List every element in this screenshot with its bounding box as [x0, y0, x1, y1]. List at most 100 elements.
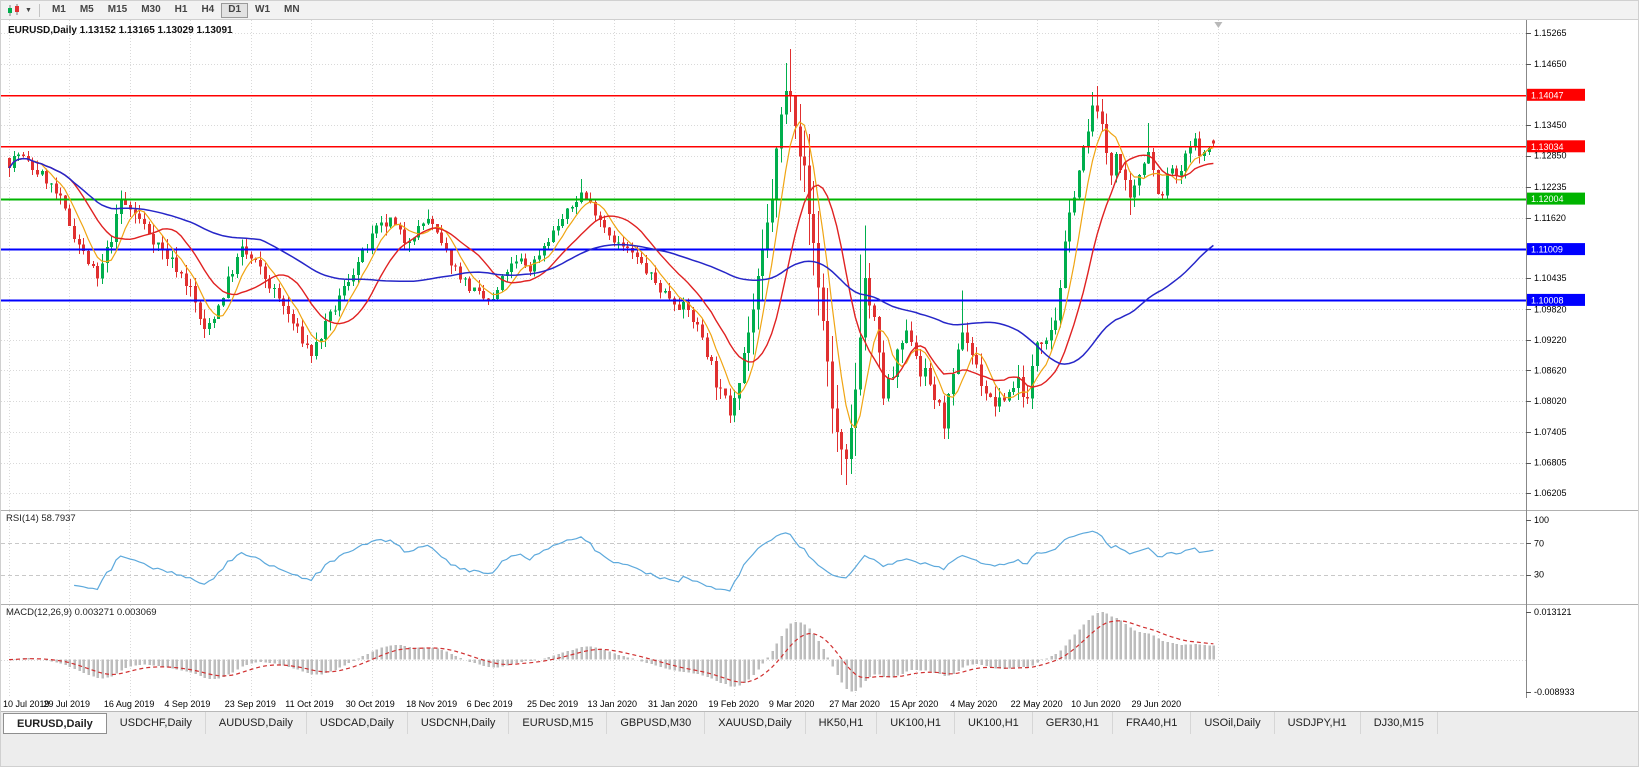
date-axis-label: 11 Oct 2019 — [285, 699, 334, 709]
date-axis-label: 9 Mar 2020 — [768, 699, 815, 709]
date-axis-label: 31 Jan 2020 — [647, 699, 698, 709]
chart-tab-xauusd-daily[interactable]: XAUUSD,Daily — [705, 712, 806, 734]
rsi-grid — [9, 511, 1219, 604]
timeframe-button-m1[interactable]: M1 — [45, 3, 73, 18]
date-axis-label: 16 Aug 2019 — [103, 699, 155, 709]
chart-tab-usoil-daily[interactable]: USOil,Daily — [1191, 712, 1275, 734]
price-tick-label: 1.15265 — [1534, 28, 1567, 38]
date-axis-label: 6 Dec 2019 — [466, 699, 513, 709]
rsi-line — [74, 530, 1214, 592]
chart-tab-usdcnh-daily[interactable]: USDCNH,Daily — [408, 712, 510, 734]
price-line-label: 1.11009 — [1531, 245, 1563, 255]
timeframe-button-m15[interactable]: M15 — [101, 3, 134, 18]
price-line-label: 1.12004 — [1531, 194, 1564, 204]
rsi-axis-label: 70 — [1534, 538, 1544, 548]
candles — [8, 49, 1215, 486]
candlestick-chart-icon[interactable] — [5, 3, 23, 18]
chart-tab-hk50-h1[interactable]: HK50,H1 — [806, 712, 878, 734]
date-axis-label: 25 Dec 2019 — [527, 699, 579, 709]
chart-tab-ger30-h1[interactable]: GER30,H1 — [1033, 712, 1113, 734]
timeframe-button-w1[interactable]: W1 — [248, 3, 277, 18]
timeframe-button-h1[interactable]: H1 — [168, 3, 195, 18]
date-axis-label: 10 Jun 2020 — [1071, 699, 1121, 709]
date-axis-label: 18 Nov 2019 — [406, 699, 458, 709]
price-axis[interactable]: 1.15265 1.14650 1.14047 1.13450 1.130341.128… — [1526, 20, 1585, 510]
chart-tab-eurusd-m15[interactable]: EURUSD,M15 — [509, 712, 608, 734]
timeframe-toolbar: ▼ M1 M5 M15 M30 H1 H4 D1 W1 MN — [1, 1, 1638, 20]
price-tick-label: 1.11620 — [1534, 213, 1566, 223]
date-axis-label: 4 Sep 2019 — [164, 699, 211, 709]
ma-mid-line — [8, 154, 1214, 388]
price-tick-label: 1.12850 — [1534, 151, 1567, 161]
chart-tab-dj30-m15[interactable]: DJ30,M15 — [1361, 712, 1438, 734]
price-tick-label: 1.06205 — [1534, 488, 1567, 498]
ma-slow-line — [8, 157, 1214, 365]
macd-grid — [1, 605, 1526, 698]
date-axis-label: 27 Mar 2020 — [829, 699, 880, 709]
rsi-panel-canvas[interactable]: 100 70 30 — [1, 510, 1639, 604]
price-line-label: 1.14047 — [1531, 90, 1564, 100]
timeframe-button-h4[interactable]: H4 — [194, 3, 221, 18]
rsi-indicator-label: RSI(14) 58.7937 — [6, 513, 76, 524]
price-tick-label: 1.14650 — [1534, 59, 1567, 69]
chart-tab-usdcad-daily[interactable]: USDCAD,Daily — [307, 712, 408, 734]
chart-tab-uk100-h1[interactable]: UK100,H1 — [955, 712, 1033, 734]
candlestick-chart-icon-glyph — [8, 3, 19, 16]
chart-tab-audusd-daily[interactable]: AUDUSD,Daily — [206, 712, 307, 734]
macd-axis[interactable]: 0.013121 -0.008933 — [1526, 604, 1575, 698]
price-line-label: 1.10008 — [1531, 295, 1564, 305]
timeframe-button-m5[interactable]: M5 — [73, 3, 101, 18]
price-tick-label: 1.08620 — [1534, 365, 1567, 375]
price-tick-label: 1.10435 — [1534, 273, 1567, 283]
date-axis-label: 10 Jul 2019 — [3, 699, 50, 709]
timeframe-button-group: M1 M5 M15 M30 H1 H4 D1 W1 MN — [45, 2, 307, 18]
rsi-level-lines — [1, 543, 1526, 576]
timeframe-button-mn[interactable]: MN — [277, 3, 307, 18]
date-axis-label: 15 Apr 2020 — [889, 699, 939, 709]
macd-axis-label: 0.013121 — [1534, 607, 1572, 617]
price-tick-label: 1.12235 — [1534, 182, 1567, 192]
macd-signal-line — [8, 620, 1214, 683]
timeframe-button-d1[interactable]: D1 — [221, 2, 249, 18]
chart-tab-eurusd-daily[interactable]: EURUSD,Daily — [3, 713, 107, 734]
ma-fast-line — [8, 121, 1214, 429]
macd-indicator-label: MACD(12,26,9) 0.003271 0.003069 — [6, 607, 157, 618]
date-axis-label: 23 Sep 2019 — [224, 699, 276, 709]
chart-tab-uk100-h1[interactable]: UK100,H1 — [877, 712, 956, 734]
date-axis-label: 22 May 2020 — [1010, 699, 1063, 709]
price-line-label-box — [1527, 140, 1585, 153]
date-axis-label: 29 Jun 2020 — [1131, 699, 1182, 709]
price-tick-label: 1.13450 — [1534, 120, 1567, 130]
chart-shift-marker[interactable] — [1214, 22, 1223, 28]
price-line-label: 1.13034 — [1531, 142, 1564, 152]
chart-tab-usdjpy-h1[interactable]: USDJPY,H1 — [1275, 712, 1361, 734]
main-chart-canvas[interactable]: 1.15265 1.14650 1.14047 1.13450 1.130341.128… — [1, 20, 1639, 510]
macd-panel-canvas[interactable]: 0.013121 -0.008933 — [1, 604, 1639, 698]
price-tick-label: 1.09820 — [1534, 304, 1567, 314]
chart-tab-fra40-h1[interactable]: FRA40,H1 — [1113, 712, 1192, 734]
price-tick-label: 1.07405 — [1534, 427, 1567, 437]
chart-tab-usdchf-daily[interactable]: USDCHF,Daily — [107, 712, 206, 734]
date-axis-label: 29 Jul 2019 — [43, 699, 90, 709]
rsi-axis-label: 100 — [1534, 515, 1549, 525]
timeframe-button-m30[interactable]: M30 — [134, 3, 167, 18]
macd-histogram — [13, 611, 1215, 692]
chart-tab-gbpusd-m30[interactable]: GBPUSD,M30 — [607, 712, 706, 734]
window-bottom-strip — [1, 734, 1638, 766]
price-tick-label: 1.06805 — [1534, 458, 1567, 468]
price-tick-label: 1.09220 — [1534, 335, 1567, 345]
macd-axis-label: -0.008933 — [1534, 687, 1575, 697]
price-tick-label: 1.08020 — [1534, 396, 1567, 406]
date-axis[interactable]: 10 Jul 2019 29 Jul 2019 16 Aug 2019 4 Sep 2… — [1, 698, 1526, 711]
rsi-axis-label: 30 — [1534, 570, 1544, 580]
toolbar-separator — [38, 3, 40, 17]
date-axis-label: 19 Feb 2020 — [708, 699, 759, 709]
dropdown-caret-icon[interactable]: ▼ — [25, 6, 32, 14]
price-line-label-box — [1527, 192, 1585, 205]
chart-area: 1.15265 1.14650 1.14047 1.13450 1.13034 1.128… — [1, 20, 1639, 711]
price-line-label-box — [1527, 88, 1585, 101]
price-line-label-box — [1527, 293, 1585, 306]
price-line-label-box — [1527, 243, 1585, 256]
rsi-axis[interactable]: 100 70 30 — [1526, 510, 1549, 604]
